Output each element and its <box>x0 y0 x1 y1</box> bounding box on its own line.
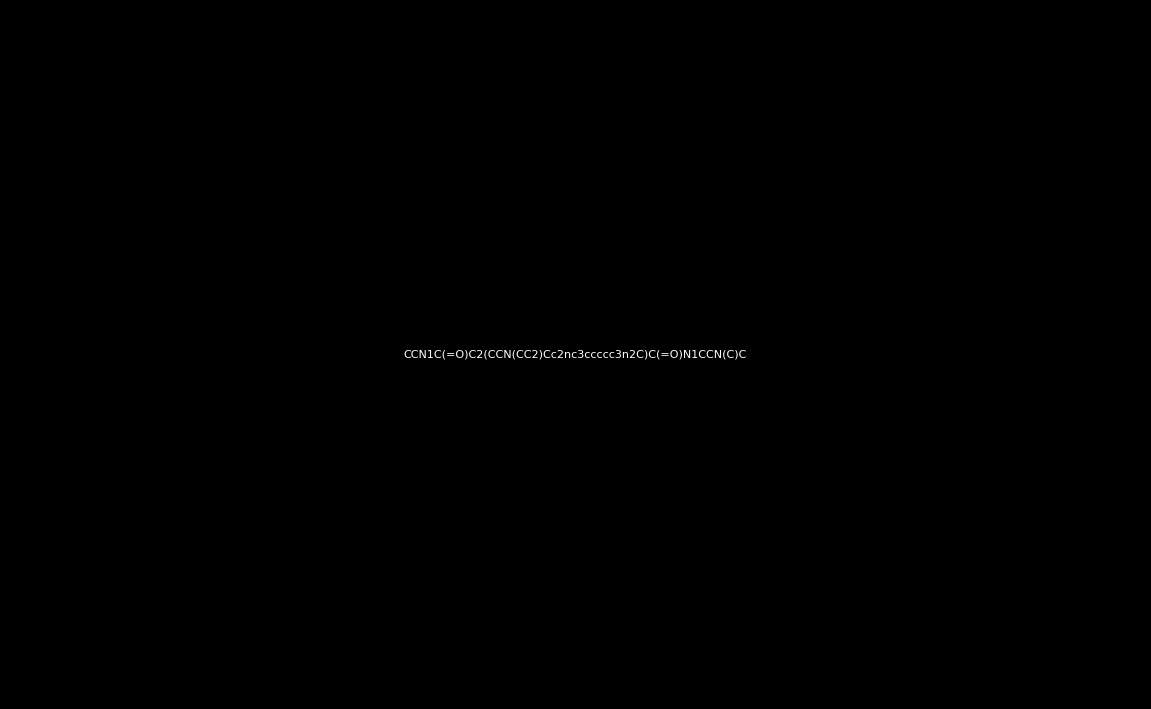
Text: CCN1C(=O)C2(CCN(CC2)Cc2nc3ccccc3n2C)C(=O)N1CCN(C)C: CCN1C(=O)C2(CCN(CC2)Cc2nc3ccccc3n2C)C(=O… <box>404 350 747 359</box>
